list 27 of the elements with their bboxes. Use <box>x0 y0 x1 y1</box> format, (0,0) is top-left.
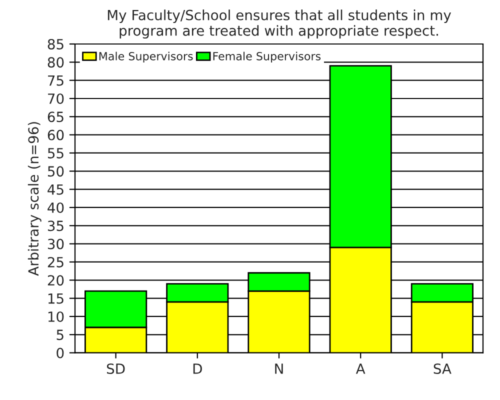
y-tick-label: 30 <box>48 238 64 250</box>
y-tick-label: 70 <box>48 93 64 104</box>
y-axis-title: Arbitrary scale (n=96) <box>28 122 42 276</box>
x-tick-label: N <box>275 364 283 374</box>
y-tick-label: 85 <box>48 38 64 50</box>
legend-label: Male Supervisors <box>99 52 193 63</box>
y-tick-label: 65 <box>48 112 64 122</box>
y-tick-label: 60 <box>48 130 64 140</box>
y-tick-label: 10 <box>48 311 64 322</box>
y-tick-label: 80 <box>48 57 64 68</box>
x-tick-label: SA <box>434 363 452 374</box>
y-tick-label: 55 <box>48 148 64 158</box>
y-tick-label: 75 <box>48 75 64 86</box>
x-tick-label: D <box>193 364 202 374</box>
y-tick-label: 35 <box>48 220 64 232</box>
y-tick-label: 25 <box>48 256 64 268</box>
y-tick-label: 45 <box>48 184 64 195</box>
x-tick-label: SD <box>106 363 125 374</box>
y-tick-label: 5 <box>56 330 64 340</box>
x-tick-label: A <box>356 364 366 374</box>
y-tick-label: 20 <box>48 275 64 286</box>
y-tick-label: 0 <box>56 348 64 358</box>
y-tick-label: 40 <box>48 202 64 213</box>
legend-label: Female Supervisors <box>213 52 321 63</box>
y-tick-label: 15 <box>48 293 64 304</box>
y-tick-label: 50 <box>48 166 64 177</box>
chart-title: My Faculty/School ensures that all students in my program are treated with appropriate respect. <box>108 10 452 39</box>
